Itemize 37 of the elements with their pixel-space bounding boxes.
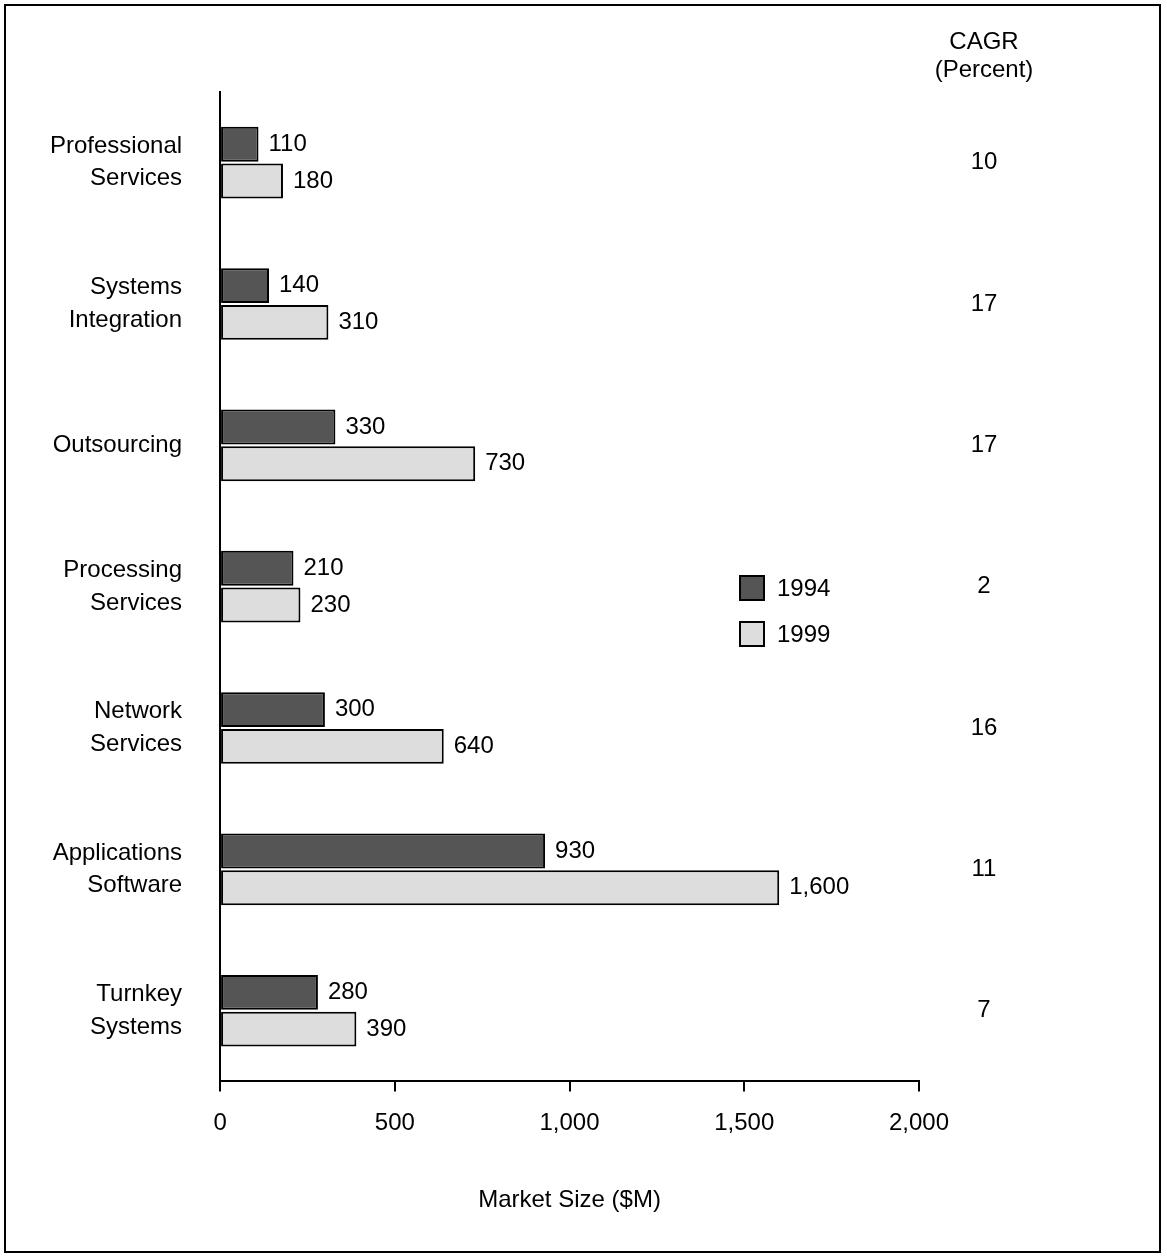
y-tick-label: Applications Software: [52, 837, 183, 898]
data-label: 390: [366, 1013, 407, 1041]
y-tick-label: Professional Services: [49, 131, 183, 191]
text: 16: [970, 712, 998, 740]
x-tick-label: 500: [374, 1108, 415, 1136]
data-label: 210: [303, 552, 344, 580]
data-label: 930: [555, 835, 596, 863]
data-label: 230: [310, 589, 351, 617]
x-tick-label: 0: [213, 1108, 227, 1136]
text: 17: [970, 288, 998, 316]
y-tick-label: Outsourcing: [52, 429, 183, 457]
text: 11: [971, 854, 997, 882]
data-label: 330: [345, 411, 386, 439]
data-label: 280: [327, 976, 368, 1004]
data-label: 180: [292, 165, 334, 193]
data-label: 310: [338, 307, 379, 335]
x-tick-label: 1,500: [714, 1108, 775, 1136]
text: 7: [977, 995, 991, 1023]
text: 2: [977, 571, 991, 599]
y-tick-label: Turnkey Systems: [90, 979, 183, 1039]
y-tick-label: Network Services: [90, 696, 184, 756]
x-tick-label: 2,000: [888, 1108, 950, 1136]
data-label: 640: [453, 731, 494, 759]
y-tick-label: Systems Integration: [68, 272, 183, 332]
text: CAGR (Percent): [934, 26, 1034, 82]
data-label: 300: [334, 694, 375, 722]
data-label: 1,600: [789, 872, 850, 900]
text: 17: [970, 429, 998, 457]
data-label: 140: [279, 270, 320, 298]
y-tick-label: Processing Services: [63, 555, 183, 615]
legend-label: 1999: [777, 619, 831, 648]
data-label: 110: [268, 128, 307, 156]
text: 10: [970, 147, 998, 175]
legend-label: 1994: [777, 573, 831, 602]
x-axis-title: Market Size ($M): [478, 1185, 661, 1213]
x-tick-label: 1,000: [539, 1108, 600, 1136]
data-label: 730: [485, 448, 526, 476]
